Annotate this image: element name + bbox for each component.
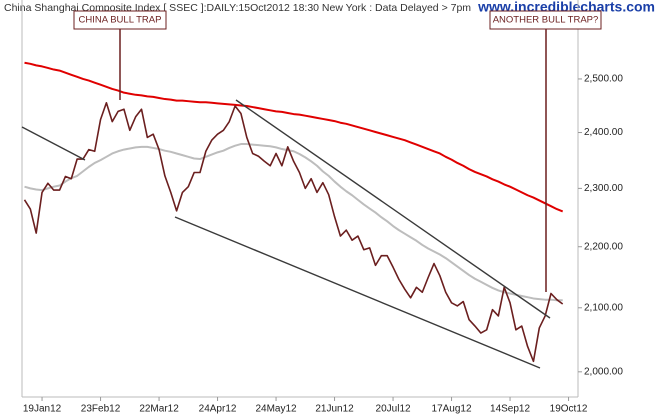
annotation-text: CHINA BULL TRAP xyxy=(79,15,162,26)
x-tick-label: 19Jan12 xyxy=(23,404,62,415)
trend-line xyxy=(21,126,86,161)
annotation-2: ANOTHER BULL TRAP? xyxy=(489,10,602,292)
y-tick-label: 2,100.00 xyxy=(584,302,623,313)
annotation-box xyxy=(489,10,602,30)
trend-lines xyxy=(21,99,551,369)
y-tick-label: 2,300.00 xyxy=(584,183,623,194)
trend-line xyxy=(174,216,541,369)
x-tick-label: 21Jun12 xyxy=(315,404,354,415)
trend-line xyxy=(235,99,551,319)
y-tick-label: 2,500.00 xyxy=(584,74,623,85)
series-line xyxy=(24,143,563,302)
x-tick-label: 20Jul12 xyxy=(376,404,411,415)
x-tick-label: 17Aug12 xyxy=(432,404,472,415)
series-line xyxy=(23,101,564,363)
annotation-1: CHINA BULL TRAP xyxy=(73,10,167,100)
series-line xyxy=(24,61,564,213)
annotation-text: ANOTHER BULL TRAP? xyxy=(493,15,599,26)
x-tick-label: 22Mar12 xyxy=(139,404,179,415)
x-tick-label: 19Oct12 xyxy=(550,404,588,415)
y-tick-label: 2,400.00 xyxy=(584,127,623,138)
x-tick-label: 24Apr12 xyxy=(199,404,237,415)
x-tick-label: 23Feb12 xyxy=(81,404,121,415)
x-tick-label: 14Sep12 xyxy=(490,404,530,415)
annotation-box xyxy=(73,10,167,30)
y-tick-label: 2,200.00 xyxy=(584,241,623,252)
x-tick-label: 24May12 xyxy=(255,404,297,415)
y-tick-label: 2,000.00 xyxy=(584,366,623,377)
